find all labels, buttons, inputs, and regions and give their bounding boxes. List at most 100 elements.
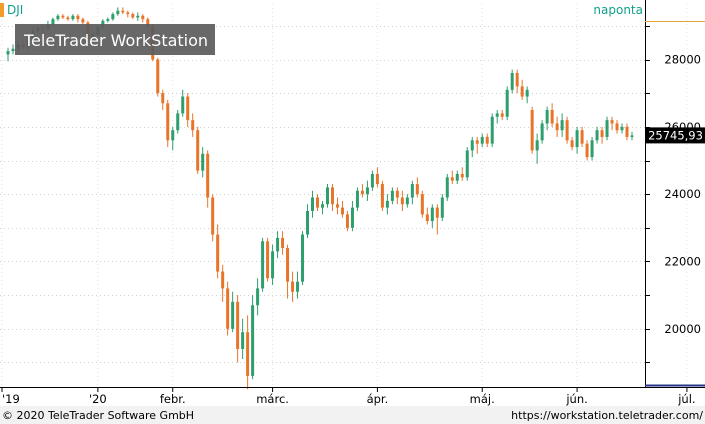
candle-body [51, 19, 55, 25]
x-tick-label: júl. [677, 392, 695, 406]
candle-body [171, 130, 175, 141]
candle-body [610, 120, 614, 124]
candle-body [575, 130, 579, 148]
candle-body [161, 93, 165, 104]
candle-body [6, 51, 10, 55]
y-tick-label: 22000 [664, 254, 701, 268]
candle-body [375, 173, 379, 185]
candle-body [216, 234, 220, 272]
candle-body [296, 281, 300, 292]
candle-body [186, 96, 190, 121]
candle-body [420, 194, 424, 215]
candle-body [61, 15, 65, 18]
candle-body [131, 14, 135, 18]
candle-body [206, 153, 210, 198]
candle-body [181, 96, 185, 114]
candle-body [201, 153, 205, 171]
candle-body [455, 173, 459, 181]
candle-body [520, 86, 524, 97]
candle-body [266, 241, 270, 279]
candle-body [380, 184, 384, 208]
candle-body [385, 200, 389, 208]
candle-body [450, 177, 454, 181]
candle-body [211, 197, 215, 235]
candle-body [271, 251, 275, 279]
last-price-label: 25745,93 [648, 128, 703, 142]
x-tick-label: '20 [89, 392, 107, 406]
candle-body [485, 136, 489, 144]
candle-body [430, 207, 434, 222]
candle-body [615, 123, 619, 131]
candle-body [291, 281, 295, 292]
candle-body [550, 110, 554, 124]
x-tick-label: ápr. [367, 392, 389, 406]
candle-body [340, 207, 344, 215]
candle-body [515, 72, 519, 87]
candle-body [585, 143, 589, 158]
candle-body [191, 120, 195, 131]
candle-body [555, 123, 559, 131]
candle-body [415, 184, 419, 195]
candle-body [630, 135, 634, 137]
candle-body [311, 197, 315, 211]
candle-body [490, 116, 494, 144]
candle-body [360, 190, 364, 195]
candle-body [345, 214, 349, 228]
candle-body [460, 173, 464, 178]
x-tick-label: márc. [256, 392, 289, 406]
candle-body [226, 288, 230, 329]
x-tick-label: febr. [160, 392, 186, 406]
candle-body [470, 140, 474, 151]
candle-body [71, 15, 75, 20]
x-tick-label: jún. [565, 392, 587, 406]
candle-body [301, 234, 305, 282]
candle-body [106, 19, 110, 21]
candle-body [236, 301, 240, 349]
candle-body [231, 301, 235, 329]
candle-body [141, 15, 145, 20]
candle-body [246, 332, 250, 376]
candle-body [320, 204, 324, 208]
candle-body [545, 110, 549, 124]
candle-body [620, 126, 624, 131]
candle-body [530, 110, 534, 151]
candle-body [365, 187, 369, 195]
candle-body [56, 15, 60, 20]
candle-body [390, 190, 394, 201]
candle-body [560, 120, 564, 131]
candle-body [600, 130, 604, 137]
period-label: naponta [593, 3, 643, 17]
candle-body [325, 187, 329, 205]
candle-body [435, 207, 439, 218]
footer-bar [0, 406, 705, 424]
last-price-tag [646, 127, 705, 144]
candle-body [136, 15, 140, 18]
candle-body [465, 150, 469, 178]
candle-body [605, 120, 609, 137]
candle-body [66, 17, 70, 20]
candle-body [176, 113, 180, 131]
x-tick-label: '19 [2, 392, 20, 406]
candle-body [590, 140, 594, 158]
footer-copyright: © 2020 TeleTrader Software GmbH [2, 409, 194, 422]
candle-body [565, 120, 569, 141]
candle-body [330, 187, 334, 205]
candle-body [121, 10, 125, 13]
candle-body [81, 19, 85, 23]
y-tick-label: 24000 [664, 187, 701, 201]
candle-body [126, 12, 130, 15]
candle-body [261, 241, 265, 289]
x-tick-label: máj. [470, 392, 495, 406]
candle-body [425, 214, 429, 222]
y-tick-label: 28000 [664, 53, 701, 67]
candle-body [625, 126, 629, 137]
candle-body [370, 173, 374, 188]
candle-body [445, 177, 449, 198]
symbol-marker [0, 3, 4, 17]
candle-body [335, 204, 339, 208]
candle-body [221, 271, 225, 289]
footer-url[interactable]: https://workstation.teletrader.com/ [511, 409, 703, 422]
candle-body [111, 14, 115, 20]
candle-body [276, 237, 280, 252]
